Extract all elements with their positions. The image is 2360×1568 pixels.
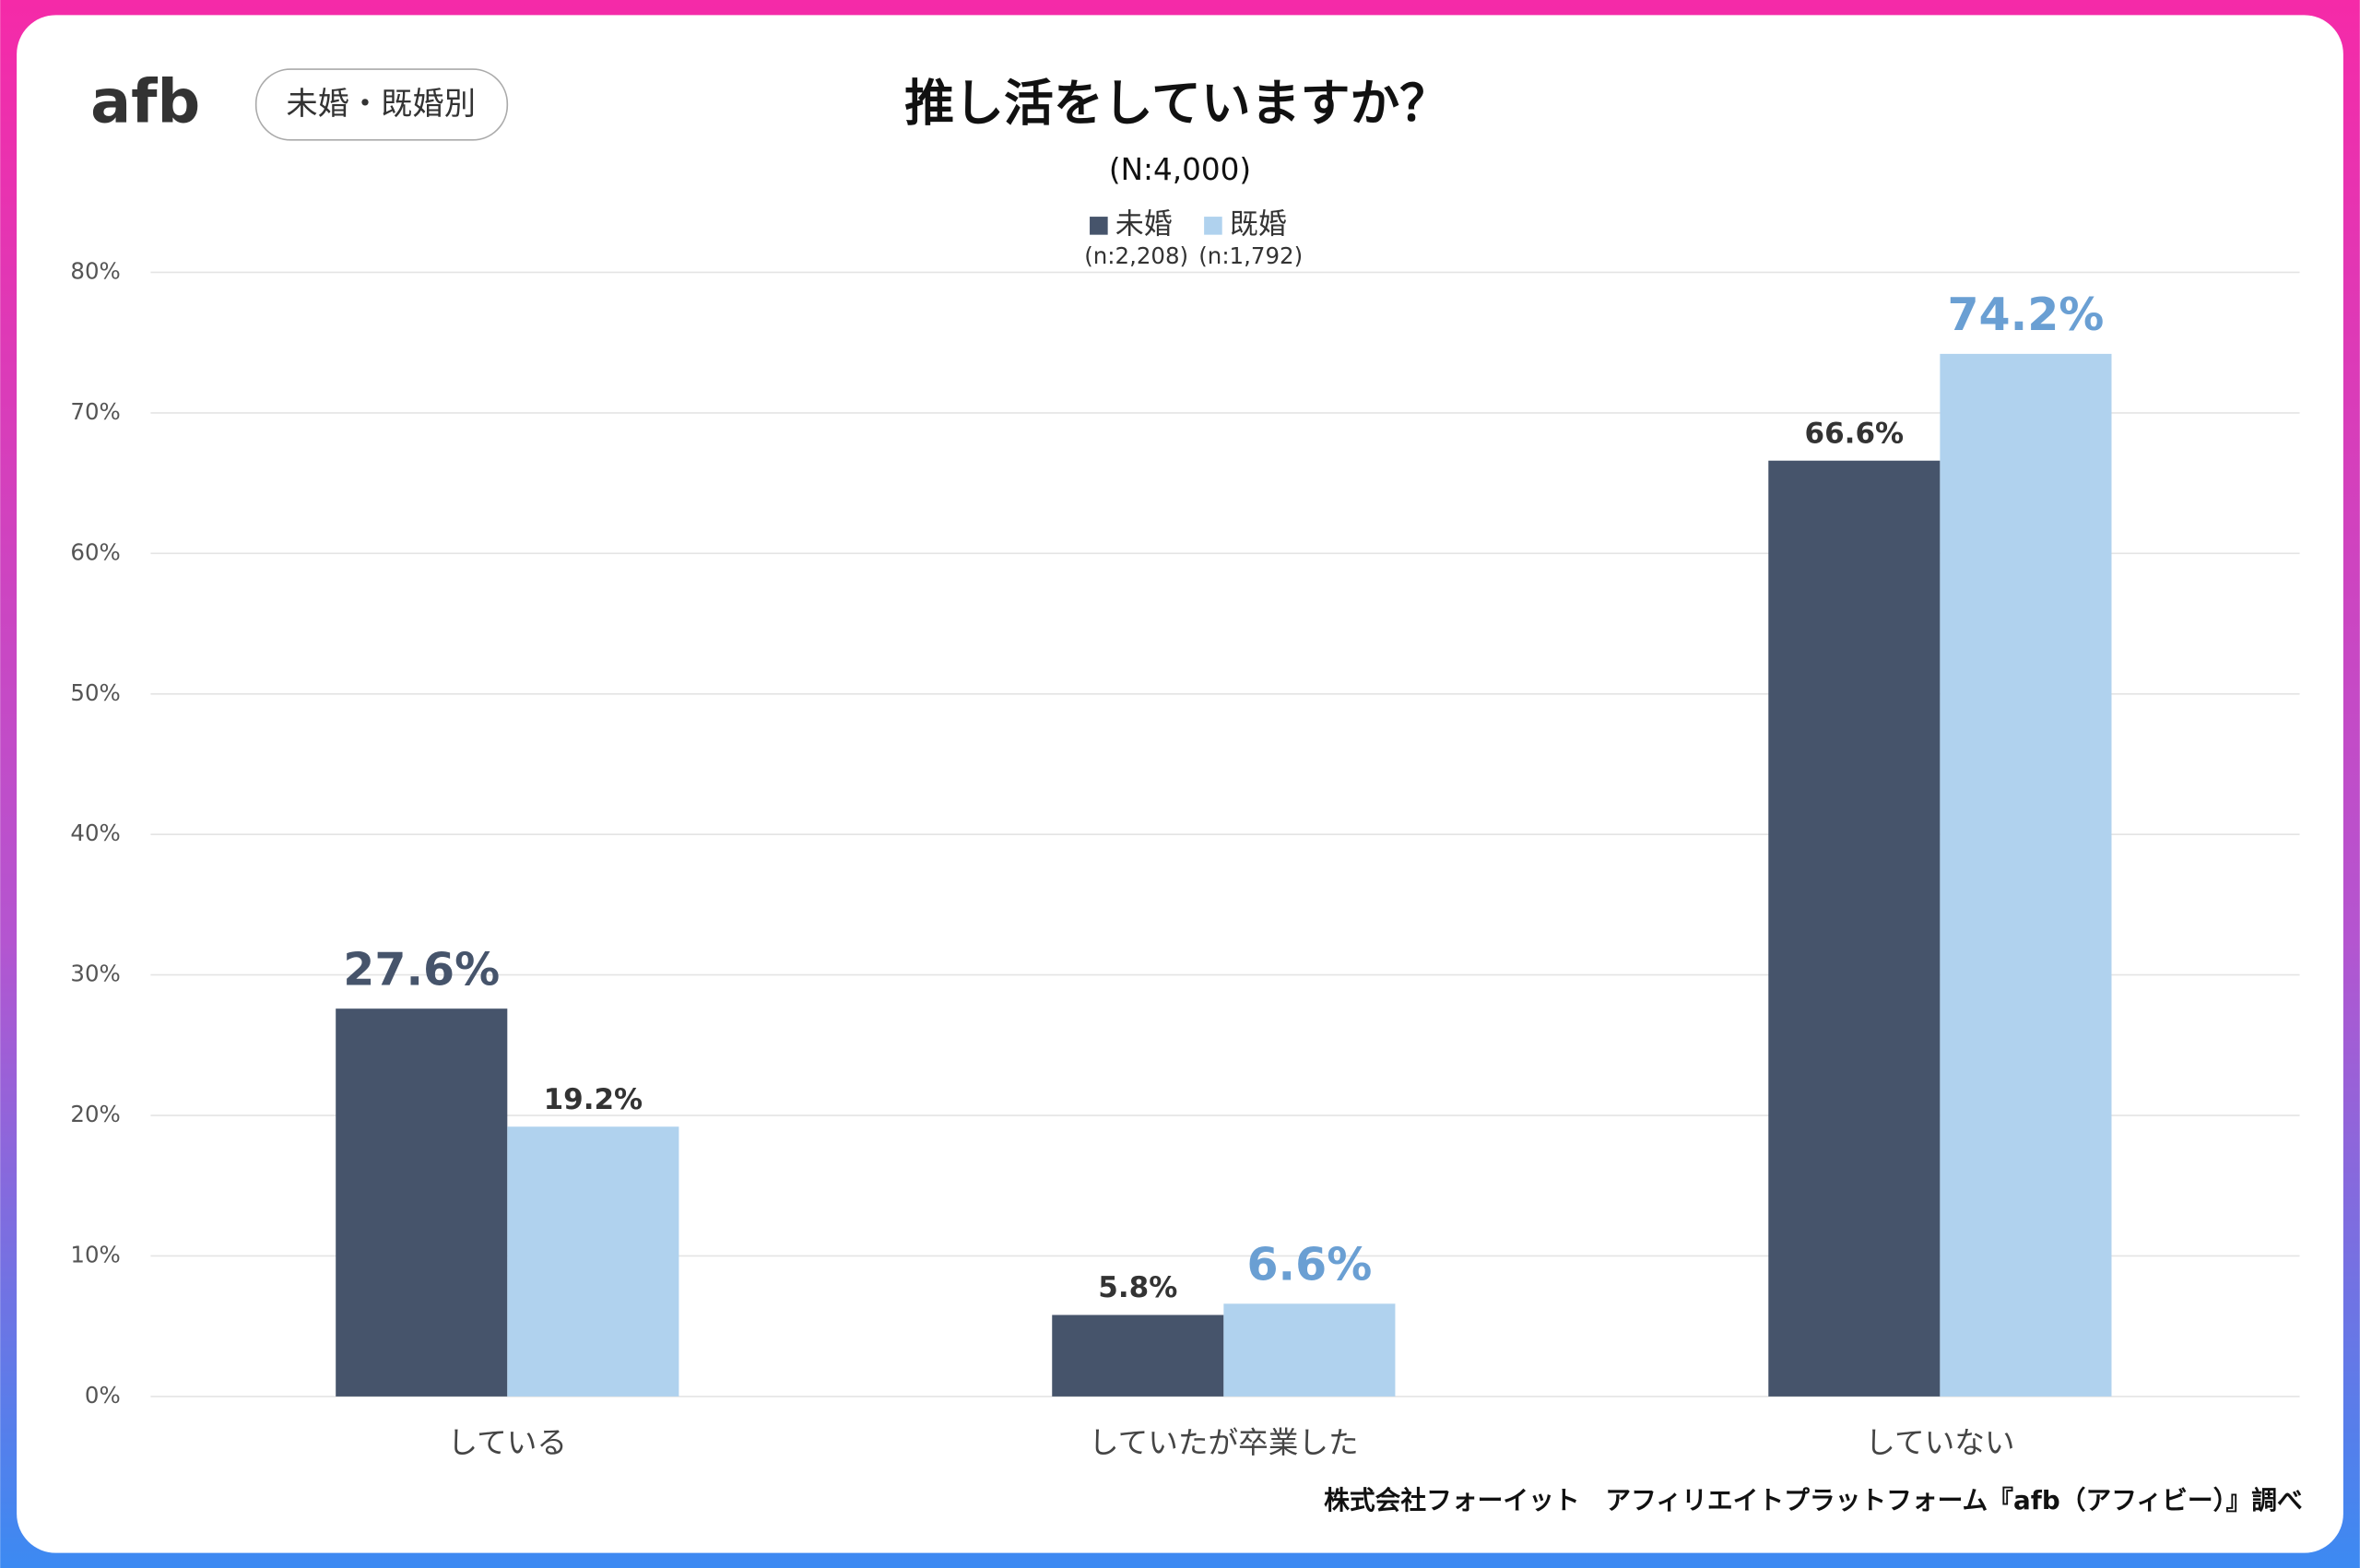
value-label: 66.6% [1805, 417, 1905, 450]
bar [336, 1008, 508, 1397]
value-label: 74.2% [1947, 289, 2104, 341]
subtitle: (N:4,000) [1109, 152, 1251, 187]
y-tick-label: 50% [70, 679, 120, 706]
bar [1768, 460, 1941, 1397]
value-label: 6.6% [1246, 1239, 1372, 1291]
legend-swatch [1090, 217, 1108, 235]
source: 株式会社フォーイット アフィリエイトプラットフォーム『afb（アフィビー）』調べ [1324, 1485, 2303, 1515]
legend-n: (n:2,208) [1084, 242, 1188, 269]
y-tick-label: 30% [70, 961, 120, 987]
x-tick-label: していたが卒業した [1089, 1425, 1359, 1460]
y-tick-label: 70% [70, 398, 120, 425]
chart-title: 推し活をしていますか？ [904, 75, 1449, 133]
value-label: 5.8% [1098, 1271, 1177, 1304]
y-tick-label: 40% [70, 819, 120, 846]
y-tick-label: 10% [70, 1241, 120, 1267]
badge-box [254, 68, 509, 141]
bar [1940, 353, 2112, 1397]
legend-label: 既婚 [1230, 207, 1287, 241]
value-label: 19.2% [544, 1083, 643, 1116]
legend-n: (n:1,792) [1198, 242, 1303, 269]
y-tick-label: 0% [85, 1382, 121, 1409]
y-tick-label: 80% [70, 257, 120, 284]
legend-label: 未婚 [1115, 207, 1173, 241]
x-tick-label: していない [1865, 1425, 2014, 1460]
legend-swatch [1204, 217, 1222, 235]
bar [507, 1126, 679, 1397]
y-tick-label: 60% [70, 538, 120, 565]
logo: afb [90, 66, 200, 136]
y-tick-label: 20% [70, 1101, 120, 1127]
bar [1223, 1303, 1396, 1397]
x-tick-label: している [448, 1425, 568, 1460]
value-label: 27.6% [343, 944, 500, 996]
bar [1052, 1315, 1224, 1397]
badge: 未婚・既婚別 [286, 86, 476, 123]
